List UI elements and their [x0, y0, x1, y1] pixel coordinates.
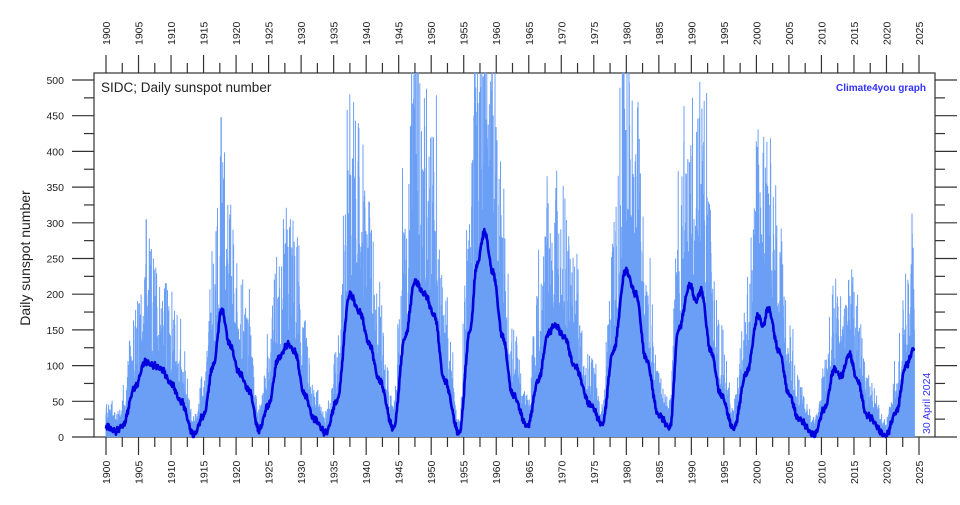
- x-tick-label-top: 2015: [849, 21, 861, 45]
- x-tick-label-bottom: 1975: [589, 460, 601, 484]
- x-tick-label-bottom: 1920: [231, 460, 243, 484]
- y-tick-label: 100: [46, 361, 64, 373]
- x-tick-label-top: 1990: [686, 21, 698, 45]
- x-tick-label-top: 1995: [719, 21, 731, 45]
- x-tick-label-top: 1980: [621, 21, 633, 45]
- x-tick-label-bottom: 1965: [524, 460, 536, 484]
- x-tick-label-top: 2005: [784, 21, 796, 45]
- x-tick-label-bottom: 1940: [361, 460, 373, 484]
- x-tick-label-bottom: 2020: [881, 460, 893, 484]
- x-tick-label-top: 1930: [296, 21, 308, 45]
- x-tick-label-bottom: 1950: [426, 460, 438, 484]
- x-tick-label-top: 1945: [394, 21, 406, 45]
- x-tick-label-top: 1975: [589, 21, 601, 45]
- y-tick-label: 150: [46, 325, 64, 337]
- x-tick-label-bottom: 1900: [101, 460, 113, 484]
- x-tick-label-top: 2010: [816, 21, 828, 45]
- x-tick-label-bottom: 1935: [329, 460, 341, 484]
- x-tick-label-top: 1915: [199, 21, 211, 45]
- axes: 1900 1900 1905 1905 1910 1910 1915 1915 1920 1920…: [46, 21, 957, 484]
- x-tick-label-bottom: 1905: [134, 460, 146, 484]
- x-tick-label-bottom: 1945: [394, 460, 406, 484]
- x-tick-label-top: 2000: [751, 21, 763, 45]
- smoothed-sunspot-line: [104, 227, 916, 439]
- x-tick-label-top: 1965: [524, 21, 536, 45]
- chart-title: SIDC; Daily sunspot number: [101, 80, 272, 95]
- x-tick-label-top: 1950: [426, 21, 438, 45]
- y-tick-label: 450: [46, 111, 64, 123]
- x-tick-label-bottom: 1985: [654, 460, 666, 484]
- y-tick-label: 400: [46, 146, 64, 158]
- x-tick-label-top: 1985: [654, 21, 666, 45]
- x-tick-label-bottom: 1995: [719, 460, 731, 484]
- x-tick-label-bottom: 1980: [621, 460, 633, 484]
- x-tick-label-top: 1955: [459, 21, 471, 45]
- x-tick-label-top: 2025: [914, 21, 926, 45]
- y-tick-label: 0: [58, 432, 64, 444]
- x-tick-label-top: 1935: [329, 21, 341, 45]
- x-tick-label-top: 1900: [101, 21, 113, 45]
- x-tick-label-bottom: 1990: [686, 460, 698, 484]
- x-tick-label-bottom: 1925: [264, 460, 276, 484]
- y-tick-label: 250: [46, 254, 64, 266]
- x-tick-label-bottom: 1970: [556, 460, 568, 484]
- x-tick-label-bottom: 2000: [751, 460, 763, 484]
- x-tick-label-top: 1970: [556, 21, 568, 45]
- x-tick-label-top: 2020: [881, 21, 893, 45]
- x-tick-label-top: 1905: [134, 21, 146, 45]
- x-tick-label-bottom: 2005: [784, 460, 796, 484]
- date-label: 30 April 2024: [921, 373, 933, 434]
- x-tick-label-bottom: 1915: [199, 460, 211, 484]
- x-tick-label-top: 1925: [264, 21, 276, 45]
- credit-label: Climate4you graph: [836, 83, 926, 94]
- x-tick-label-bottom: 2010: [816, 460, 828, 484]
- x-tick-label-bottom: 2025: [914, 460, 926, 484]
- x-tick-label-bottom: 1930: [296, 460, 308, 484]
- y-tick-label: 300: [46, 218, 64, 230]
- x-tick-label-bottom: 2015: [849, 460, 861, 484]
- x-tick-label-top: 1910: [166, 21, 178, 45]
- x-tick-label-top: 1920: [231, 21, 243, 45]
- x-tick-label-bottom: 1910: [166, 460, 178, 484]
- x-tick-label-top: 1960: [491, 21, 503, 45]
- x-tick-label-bottom: 1960: [491, 460, 503, 484]
- y-tick-label: 200: [46, 289, 64, 301]
- y-axis-label: Daily sunspot number: [17, 190, 33, 326]
- x-tick-label-bottom: 1955: [459, 460, 471, 484]
- x-tick-label-top: 1940: [361, 21, 373, 45]
- y-tick-label: 350: [46, 182, 64, 194]
- y-tick-label: 50: [52, 396, 64, 408]
- y-tick-label: 500: [46, 75, 64, 87]
